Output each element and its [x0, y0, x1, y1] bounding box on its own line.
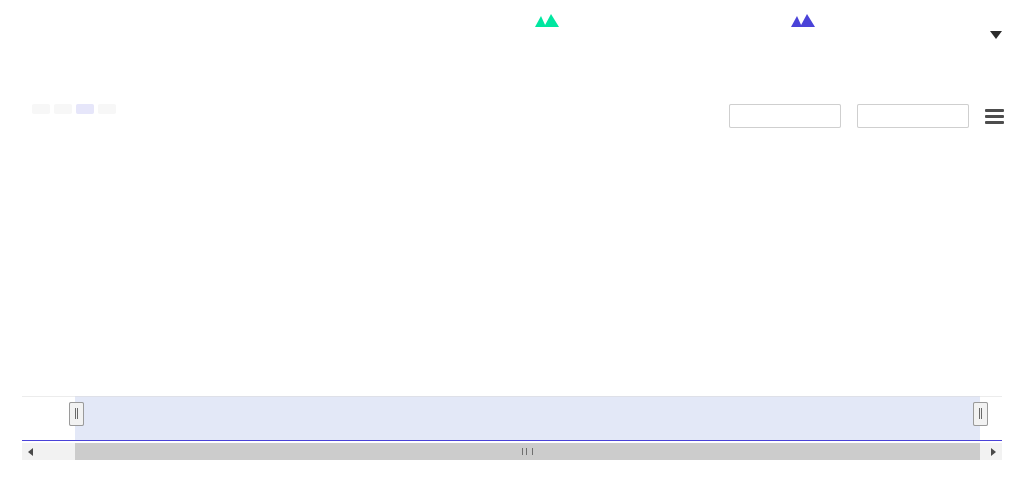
scrollbar-thumb[interactable] [75, 443, 980, 460]
legend-item-fund[interactable] [534, 8, 574, 28]
chevron-down-icon[interactable] [990, 31, 1002, 39]
chart-scrollbar[interactable] [22, 443, 1002, 460]
arrow-right-icon[interactable] [985, 443, 1002, 460]
y-axis-labels [0, 143, 1024, 373]
x-axis-labels [0, 367, 1024, 389]
hamburger-menu-icon[interactable] [985, 108, 1004, 124]
navigator-canvas[interactable] [22, 396, 1002, 444]
mountain-icon-fund [535, 14, 559, 27]
navigator-year-labels [22, 396, 1002, 444]
zoom-control-group [22, 104, 120, 114]
chart-toolbar [0, 104, 1024, 138]
legend-item-benchmark[interactable] [790, 8, 830, 28]
zoom-button-3y[interactable] [54, 104, 72, 114]
arrow-left-icon[interactable] [22, 443, 39, 460]
mountain-icon-benchmark [791, 14, 815, 27]
zoom-button-5y[interactable] [76, 104, 94, 114]
date-range-group [713, 104, 1004, 128]
from-date-input[interactable] [729, 104, 841, 128]
chart-legend [0, 0, 1024, 62]
navigator-handle-left[interactable] [69, 402, 84, 426]
to-date-input[interactable] [857, 104, 969, 128]
zoom-button-all[interactable] [98, 104, 116, 114]
zoom-button-1y[interactable] [32, 104, 50, 114]
grip-icon [522, 448, 533, 455]
navigator-handle-right[interactable] [973, 402, 988, 426]
range-navigator[interactable] [22, 396, 1002, 444]
